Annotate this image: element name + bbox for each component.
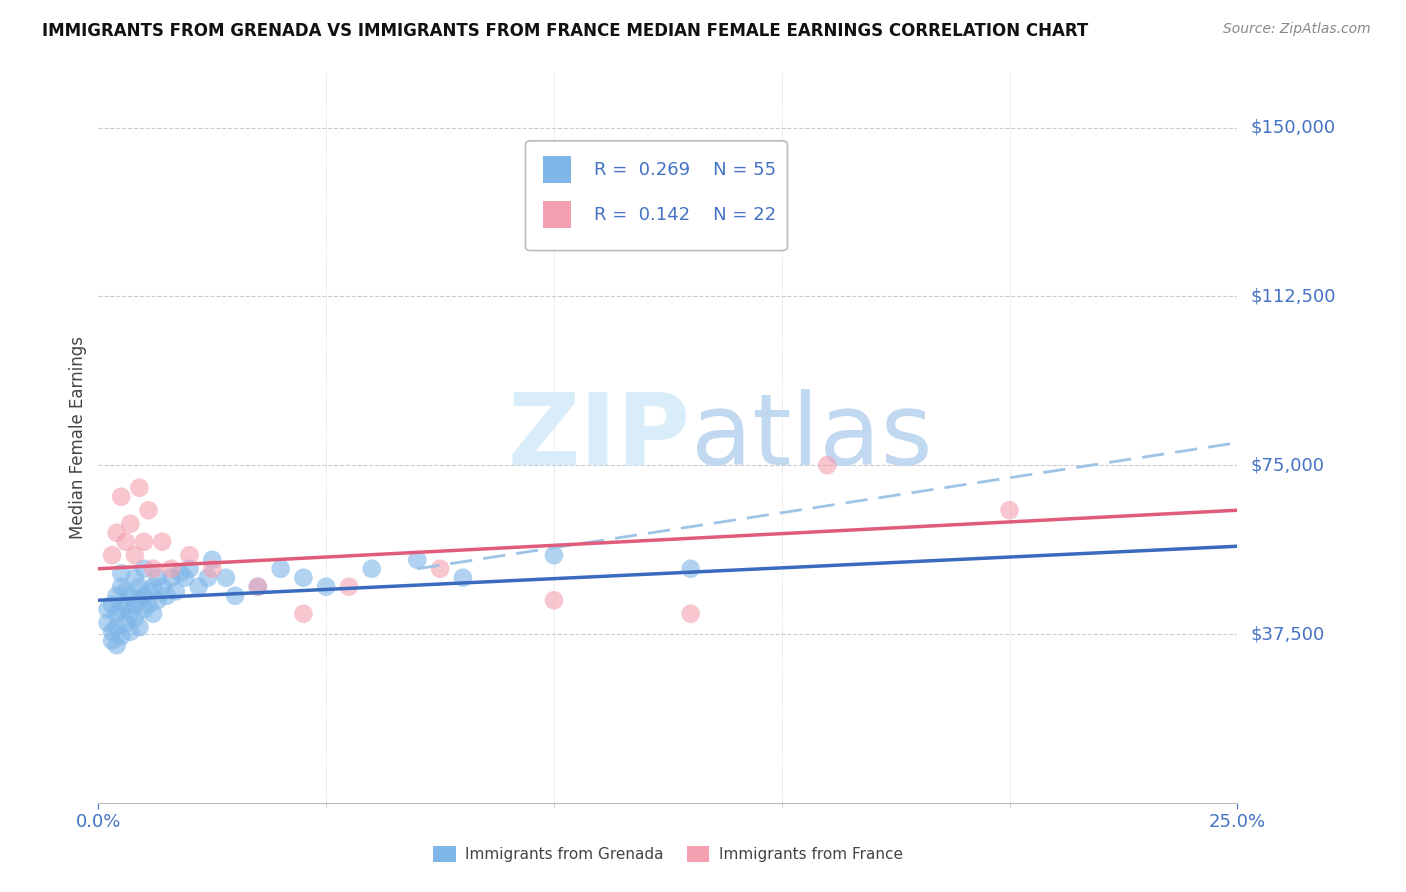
Text: $112,500: $112,500 (1251, 287, 1337, 305)
Point (246, 580, 269, 594)
Point (132, 589, 155, 603)
Point (124, 598, 146, 612)
Point (679, 607, 702, 621)
Point (679, 562, 702, 576)
Point (138, 584, 160, 599)
Point (105, 620, 128, 634)
Point (128, 593, 150, 607)
Point (543, 548, 565, 562)
Point (101, 548, 124, 562)
Point (197, 571, 219, 585)
Point (120, 607, 142, 621)
Point (292, 571, 315, 585)
Point (124, 571, 146, 585)
Point (815, 458, 838, 473)
Text: atlas: atlas (690, 389, 932, 485)
Point (132, 602, 155, 616)
Point (406, 553, 429, 567)
Point (132, 562, 155, 576)
FancyBboxPatch shape (543, 201, 571, 228)
Point (114, 534, 136, 549)
Text: $37,500: $37,500 (1251, 625, 1326, 643)
Point (270, 562, 292, 576)
Point (114, 598, 136, 612)
Point (128, 481, 150, 495)
Point (114, 615, 136, 630)
Text: IMMIGRANTS FROM GRENADA VS IMMIGRANTS FROM FRANCE MEDIAN FEMALE EARNINGS CORRELA: IMMIGRANTS FROM GRENADA VS IMMIGRANTS FR… (42, 22, 1088, 40)
FancyBboxPatch shape (543, 155, 571, 184)
Point (96, 602, 118, 616)
Point (451, 571, 474, 585)
Point (150, 534, 173, 549)
Point (110, 602, 132, 616)
Point (246, 580, 269, 594)
Point (114, 584, 136, 599)
Point (360, 562, 382, 576)
Point (224, 589, 246, 603)
Point (201, 553, 224, 567)
Point (187, 580, 209, 594)
Point (120, 589, 142, 603)
Point (105, 607, 128, 621)
Point (179, 548, 201, 562)
Point (160, 571, 183, 585)
Text: R =  0.269    N = 55: R = 0.269 N = 55 (593, 161, 776, 178)
Point (337, 580, 360, 594)
Point (315, 580, 337, 594)
Text: Source: ZipAtlas.com: Source: ZipAtlas.com (1223, 22, 1371, 37)
Point (543, 593, 565, 607)
Point (429, 562, 451, 576)
Point (105, 589, 128, 603)
Point (179, 562, 201, 576)
Point (124, 548, 146, 562)
Point (201, 562, 224, 576)
Point (128, 580, 150, 594)
Point (105, 525, 128, 540)
Point (101, 624, 124, 639)
Point (156, 589, 179, 603)
Legend: Immigrants from Grenada, Immigrants from France: Immigrants from Grenada, Immigrants from… (427, 840, 908, 868)
Point (142, 562, 165, 576)
Point (169, 566, 191, 581)
Point (146, 593, 169, 607)
Point (101, 598, 124, 612)
Text: $150,000: $150,000 (1251, 119, 1336, 136)
Point (101, 633, 124, 648)
Text: $75,000: $75,000 (1251, 456, 1324, 475)
Point (160, 562, 183, 576)
Point (215, 571, 238, 585)
Point (96, 615, 118, 630)
Point (150, 580, 173, 594)
Point (110, 580, 132, 594)
Point (124, 611, 146, 625)
Point (165, 584, 187, 599)
Point (120, 624, 142, 639)
Y-axis label: Median Female Earnings: Median Female Earnings (69, 335, 87, 539)
Point (110, 629, 132, 643)
Point (174, 571, 197, 585)
Point (138, 598, 160, 612)
Point (146, 571, 169, 585)
Point (998, 503, 1021, 517)
Text: ZIP: ZIP (508, 389, 690, 485)
Point (142, 607, 165, 621)
Text: R =  0.142    N = 22: R = 0.142 N = 22 (593, 205, 776, 224)
Point (110, 490, 132, 504)
Point (132, 534, 155, 549)
Point (138, 503, 160, 517)
Point (128, 620, 150, 634)
Point (292, 607, 315, 621)
Point (105, 638, 128, 652)
FancyBboxPatch shape (526, 141, 787, 251)
Point (142, 580, 165, 594)
Point (120, 516, 142, 531)
Point (110, 566, 132, 581)
